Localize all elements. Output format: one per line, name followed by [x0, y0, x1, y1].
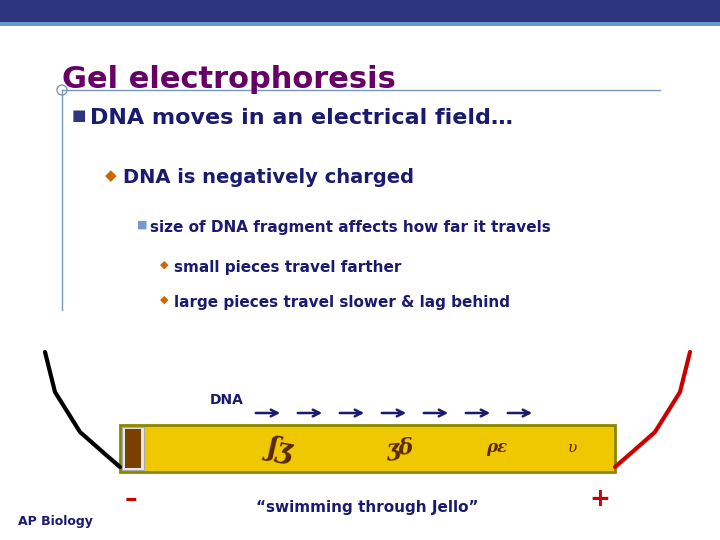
Text: small pieces travel farther: small pieces travel farther: [174, 260, 401, 275]
Text: υ: υ: [567, 441, 577, 455]
Text: AP Biology: AP Biology: [18, 515, 93, 528]
Text: –: –: [125, 487, 138, 511]
Bar: [0, 0, 720, 22]
Text: ◆: ◆: [105, 168, 117, 183]
Bar: [125, 429, 141, 468]
Text: ρε: ρε: [487, 439, 508, 456]
Text: +: +: [589, 487, 610, 511]
Text: ʃʒ: ʃʒ: [266, 433, 294, 464]
Bar: [0, 22, 720, 26]
Text: “swimming through Jello”: “swimming through Jello”: [256, 500, 479, 515]
Text: ■: ■: [137, 220, 148, 230]
Bar: [122, 427, 144, 470]
Text: size of DNA fragment affects how far it travels: size of DNA fragment affects how far it …: [150, 220, 551, 235]
Text: ◆: ◆: [160, 260, 168, 270]
Text: Gel electrophoresis: Gel electrophoresis: [62, 65, 396, 94]
Text: DNA: DNA: [210, 393, 244, 407]
Text: DNA moves in an electrical field…: DNA moves in an electrical field…: [90, 108, 513, 128]
Text: ʒδ: ʒδ: [385, 436, 415, 461]
Text: ◆: ◆: [160, 295, 168, 305]
Bar: [120, 425, 615, 472]
Text: large pieces travel slower & lag behind: large pieces travel slower & lag behind: [174, 295, 510, 310]
Text: DNA is negatively charged: DNA is negatively charged: [123, 168, 414, 187]
Text: ■: ■: [72, 108, 86, 123]
